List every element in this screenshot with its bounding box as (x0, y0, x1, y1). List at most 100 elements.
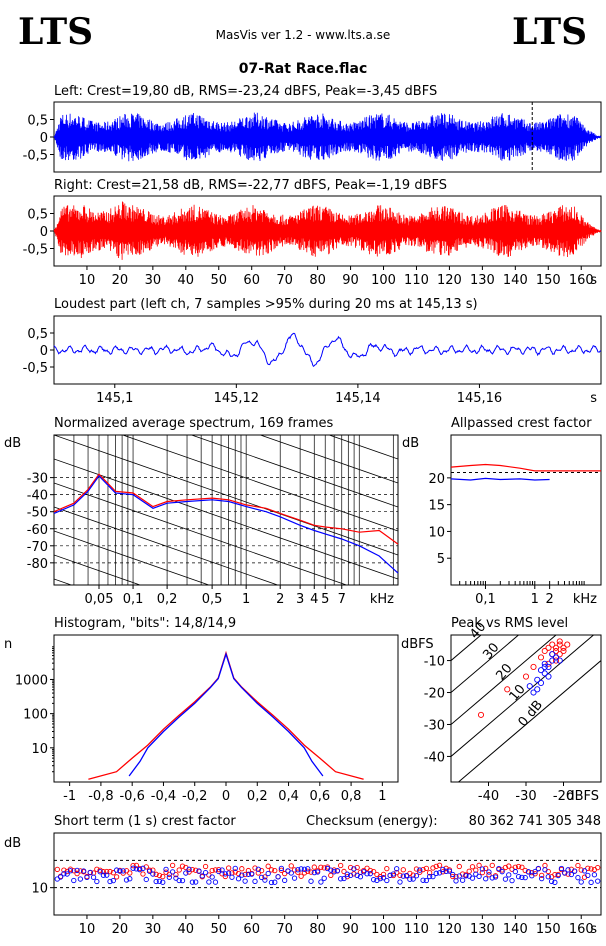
short-term-point-right (489, 862, 495, 868)
short-term-point-right (225, 865, 232, 871)
short-term-point-right (94, 866, 100, 872)
short-term-point-left (443, 868, 449, 874)
short-term-point-right (440, 869, 446, 875)
peak-vs-rms-point-left (530, 689, 537, 696)
short-term-point-right (413, 866, 420, 872)
short-term-point-right (268, 867, 275, 873)
short-term-point-left (295, 867, 301, 873)
short-term-point-right (262, 874, 268, 880)
spectrum-slope-line (54, 627, 398, 747)
short-term-point-right (384, 866, 390, 872)
short-term-point-left (417, 867, 423, 873)
short-term-point-left (403, 872, 410, 879)
spectrum-slope-line (54, 506, 279, 585)
short-term-point-right (311, 864, 317, 870)
spectrum-slope-line (190, 435, 398, 508)
peak-vs-rms-point-right (522, 673, 530, 680)
short-term-point-left (483, 876, 489, 882)
right-waveform-title: Right: Crest=21,58 dB, RMS=-22,77 dBFS, … (54, 178, 447, 193)
short-term-point-right (288, 863, 294, 869)
short-term-point-left (288, 870, 294, 876)
spectrum-slope-line (54, 435, 398, 556)
short-term-point-left (130, 865, 136, 871)
short-term-point-left (341, 875, 347, 882)
histogram-ylabel: n (4, 637, 12, 652)
short-term-point-right (54, 866, 60, 873)
right-waveform-series-line (53, 201, 602, 260)
short-term-point-left (591, 872, 598, 878)
spectrum-slope-line (54, 675, 398, 795)
spectrum-xtick-label: 0,5 (202, 592, 223, 607)
short-term-point-left (532, 868, 538, 875)
short-term-point-left (499, 869, 505, 875)
peak-vs-rms-point-left (545, 663, 552, 671)
short-term-point-right (380, 871, 387, 877)
short-term-crest-xunit-label: s (590, 922, 597, 937)
short-term-crest-xtick-label: 60 (243, 922, 260, 937)
short-term-point-right (100, 869, 107, 875)
short-term-point-left (578, 879, 584, 885)
histogram-xtick-label: 0,8 (341, 789, 362, 804)
histogram-series-left (128, 652, 324, 777)
peak-vs-rms-ylabel: dBFS (401, 637, 434, 652)
short-term-crest-xtick-label: 160 (569, 922, 594, 937)
short-term-point-left (529, 873, 535, 879)
allpassed-crest-ytick-label: 5 (437, 552, 445, 567)
short-term-point-right (272, 867, 278, 874)
histogram-frame (53, 634, 399, 783)
spectrum-frame (53, 434, 399, 586)
short-term-point-left (97, 869, 103, 875)
short-term-point-left (539, 875, 545, 882)
short-term-crest-xtick-label: 30 (145, 922, 162, 937)
spectrum-slope-line (54, 747, 398, 867)
peak-vs-rms-point-right (560, 644, 567, 651)
short-term-point-left (301, 866, 308, 872)
short-term-point-left (268, 879, 275, 886)
short-term-point-left (176, 877, 182, 884)
short-term-point-left (61, 871, 67, 877)
short-term-point-right (71, 868, 77, 874)
peak-vs-rms-point-right (549, 641, 556, 648)
peak-vs-rms-point-right (545, 644, 552, 651)
short-term-point-right (466, 868, 472, 874)
short-term-point-right (74, 870, 80, 877)
short-term-point-left (127, 876, 133, 882)
left-waveform-ytick-label: 0,5 (27, 114, 48, 129)
crest-line-label: 30 (480, 640, 502, 662)
short-term-point-left (305, 866, 311, 872)
peak-vs-rms-title: Peak vs RMS level (451, 616, 568, 631)
short-term-point-right (321, 865, 327, 871)
short-term-crest-xtick-label: 90 (342, 922, 359, 937)
short-term-point-left (160, 879, 166, 885)
short-term-point-left (595, 878, 601, 884)
short-term-point-left (479, 866, 486, 872)
peak-vs-rms-point-left (537, 667, 545, 674)
short-term-point-left (272, 879, 278, 885)
right-waveform-xtick-label: 60 (243, 273, 260, 288)
peak-vs-rms-point-right (545, 660, 552, 667)
peak-vs-rms-xtick-label: -40 (478, 789, 499, 804)
peak-vs-rms-point-left (534, 686, 541, 693)
short-term-point-right (499, 867, 505, 873)
right-waveform-xtick-label: 20 (112, 273, 129, 288)
short-term-point-left (427, 873, 433, 880)
loudest-part-xunit-label: s (590, 391, 597, 406)
peak-vs-rms-xtick-label: -20 (553, 789, 574, 804)
peak-vs-rms-point-left (537, 679, 545, 686)
right-waveform-ytick-label: -0,5 (23, 243, 48, 258)
short-term-point-right (278, 867, 285, 873)
short-term-point-right (354, 864, 360, 871)
short-term-point-right (450, 873, 456, 880)
short-term-point-left (275, 874, 281, 880)
short-term-point-left (548, 878, 555, 885)
spectrum-xunit-label: kHz (370, 592, 394, 607)
short-term-point-left (94, 878, 100, 885)
allpassed-crest-ytick-label: 10 (428, 525, 445, 540)
short-term-point-left (558, 865, 565, 872)
spectrum-xtick-label: 3 (296, 592, 304, 607)
short-term-point-right (417, 869, 423, 875)
short-term-point-left (222, 871, 228, 877)
allpassed-crest-xunit-label: kHz (573, 592, 597, 607)
short-term-point-right (110, 870, 116, 876)
short-term-point-left (229, 874, 235, 880)
